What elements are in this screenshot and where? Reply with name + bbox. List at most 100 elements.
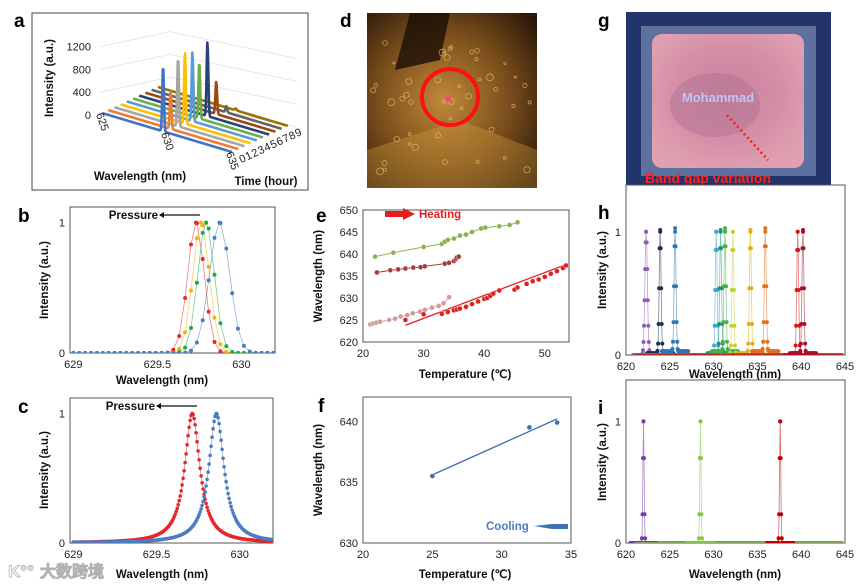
data-point xyxy=(656,341,661,346)
y-tick-label: 1 xyxy=(615,227,621,239)
panel-label-a: a xyxy=(14,11,25,32)
chart-c: c 629 629.5 630 0 1 Wavelength (nm) Intensity (… xyxy=(18,397,274,581)
z-tick-label: 2 xyxy=(250,147,261,160)
data-point xyxy=(429,304,435,311)
bubble xyxy=(405,78,413,85)
data-point xyxy=(799,322,804,326)
data-point xyxy=(210,435,214,440)
trend-line xyxy=(432,418,558,476)
data-point xyxy=(206,278,211,283)
data-point xyxy=(200,257,205,261)
data-point xyxy=(712,343,717,348)
highlight-circle xyxy=(420,67,480,127)
data-point xyxy=(241,351,246,353)
data-point xyxy=(463,304,469,310)
laser-spot xyxy=(445,96,451,102)
data-point xyxy=(645,298,650,303)
data-point xyxy=(206,226,211,231)
data-point xyxy=(207,462,211,466)
data-point xyxy=(212,235,217,240)
data-point xyxy=(671,339,675,344)
data-point xyxy=(439,311,445,317)
y-tick-label: 640 xyxy=(340,249,358,261)
x-axis-label: Wavelength (nm) xyxy=(689,569,781,581)
data-point xyxy=(674,320,679,325)
data-point xyxy=(647,348,652,353)
data-point xyxy=(177,346,182,351)
data-point xyxy=(177,498,181,503)
y-tick-label: 630 xyxy=(340,538,358,550)
data-point xyxy=(206,508,210,513)
y-tick-label: 0 xyxy=(615,350,621,362)
data-point xyxy=(446,260,452,266)
data-point xyxy=(153,351,158,353)
data-point xyxy=(673,229,678,234)
data-point xyxy=(176,503,180,507)
data-point xyxy=(417,308,423,315)
data-point xyxy=(440,300,447,306)
x-tick-label: 625 xyxy=(661,361,679,373)
series-ribbon xyxy=(132,63,264,139)
panel-label-i: i xyxy=(598,398,603,419)
z-tick-label: 5 xyxy=(268,138,279,151)
chart-h: h 620 625 630 635 640 645 0 1 Wavelength (nm) Inte… xyxy=(597,184,854,381)
data-point xyxy=(100,351,105,353)
data-point xyxy=(218,221,223,226)
data-point xyxy=(446,294,452,300)
data-point xyxy=(106,351,111,353)
data-point xyxy=(124,351,129,353)
data-point xyxy=(714,229,719,234)
panel-label-c: c xyxy=(18,397,29,418)
data-point xyxy=(731,288,736,292)
y-tick-label: 630 xyxy=(340,293,358,305)
x-tick-label: 640 xyxy=(792,549,810,561)
data-point xyxy=(776,540,781,543)
cooling-arrow-icon xyxy=(534,524,568,529)
data-point xyxy=(514,284,521,291)
data-point xyxy=(717,322,721,326)
bubble xyxy=(503,156,507,160)
bubble xyxy=(392,61,396,65)
data-point xyxy=(77,351,82,353)
data-point xyxy=(219,438,223,443)
data-point xyxy=(563,262,569,269)
series-ribbon xyxy=(119,51,252,145)
y-axis-label: Wavelength (nm) xyxy=(313,230,325,322)
data-point xyxy=(199,474,203,478)
data-point xyxy=(226,491,230,496)
data-point xyxy=(801,229,805,234)
data-point xyxy=(642,512,647,517)
data-point xyxy=(229,504,233,509)
data-point xyxy=(404,312,410,318)
series-ribbon xyxy=(113,59,246,148)
data-point xyxy=(205,505,209,510)
data-point xyxy=(732,323,737,328)
data-point xyxy=(514,219,521,226)
arrow-head-icon xyxy=(156,403,161,409)
data-point xyxy=(748,229,753,234)
bubble xyxy=(381,160,388,166)
data-layer xyxy=(71,411,273,543)
data-point xyxy=(655,348,660,353)
data-point xyxy=(212,419,216,424)
data-point xyxy=(173,512,177,517)
data-point xyxy=(271,537,273,542)
data-point xyxy=(659,322,664,326)
data-point xyxy=(94,351,99,353)
data-point xyxy=(236,350,240,353)
panel-label-f: f xyxy=(318,396,325,417)
data-point xyxy=(463,231,469,238)
x-tick-label: 30 xyxy=(417,348,429,360)
data-point xyxy=(643,536,648,541)
data-point xyxy=(536,276,542,283)
y-axis-label: Intensity (a.u.) xyxy=(44,39,56,117)
data-point xyxy=(420,311,427,317)
series-line xyxy=(73,221,274,353)
data-point xyxy=(171,351,176,353)
photo-d-image xyxy=(367,13,537,188)
bubble xyxy=(503,62,507,66)
series-ribbon xyxy=(126,51,258,142)
data-point xyxy=(194,340,199,345)
data-point xyxy=(763,229,768,234)
x-tick-label: 20 xyxy=(357,549,369,561)
